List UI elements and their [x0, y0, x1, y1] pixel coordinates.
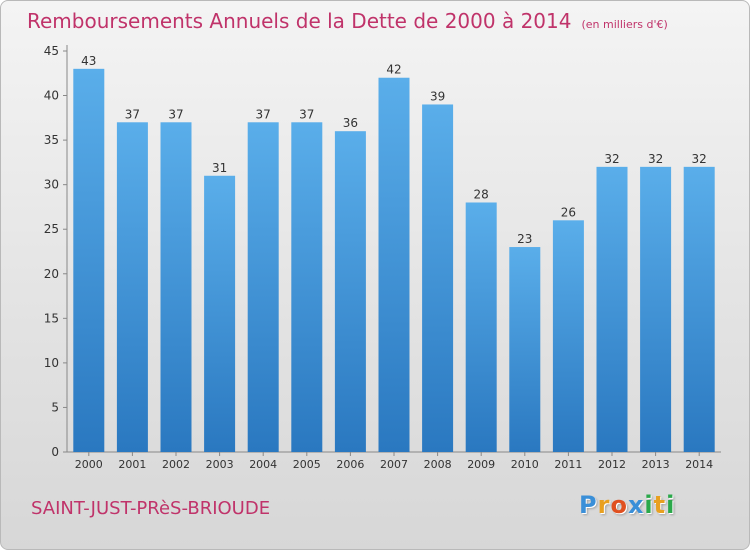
logo-letter: i: [666, 491, 676, 519]
bar: [596, 166, 628, 452]
logo-letter: P: [579, 491, 598, 519]
x-tick-label: 2007: [380, 458, 408, 471]
x-tick-label: 2012: [598, 458, 626, 471]
x-tick-label: 2009: [467, 458, 495, 471]
x-tick-label: 2014: [685, 458, 713, 471]
proxiti-logo[interactable]: Proxiti: [579, 491, 675, 519]
bar-value-label: 23: [517, 232, 532, 246]
bars: 43 37 37 31 37 37 36 42 39 28 23 26 32 32 32: [73, 54, 715, 453]
bar: [422, 104, 454, 452]
y-tick-label: 35: [44, 133, 59, 147]
axes: 0 5 10 15 20 25 30 35 40 45 2000 2001 2002 2003 2004 20…: [44, 44, 721, 471]
bar-value-label: 37: [256, 107, 271, 121]
x-tick-label: 2004: [249, 458, 277, 471]
bar-value-label: 42: [386, 63, 401, 77]
bar: [683, 166, 715, 452]
bar-value-label: 32: [648, 152, 663, 166]
y-tick-label: 45: [44, 44, 59, 58]
bar: [160, 122, 192, 453]
x-tick-label: 2000: [75, 458, 103, 471]
bar-value-label: 28: [474, 187, 489, 201]
y-tick-label: 30: [44, 178, 59, 192]
x-tick-label: 2001: [118, 458, 146, 471]
bar: [204, 175, 236, 452]
x-tick-label: 2006: [336, 458, 364, 471]
bar: [291, 122, 323, 453]
bar-value-label: 32: [604, 152, 619, 166]
bar: [509, 247, 541, 452]
bar: [247, 122, 279, 453]
y-tick-label: 10: [44, 356, 59, 370]
chart-title-text: Remboursements Annuels de la Dette de 20…: [27, 9, 572, 33]
x-tick-label: 2003: [206, 458, 234, 471]
chart-title: Remboursements Annuels de la Dette de 20…: [27, 9, 668, 33]
bar-value-label: 37: [168, 107, 183, 121]
logo-letter: t: [653, 491, 667, 519]
bar-value-label: 39: [430, 89, 445, 103]
bar: [640, 166, 672, 452]
x-tick-label: 2011: [554, 458, 582, 471]
y-tick-label: 25: [44, 222, 59, 236]
logo-letter: r: [597, 491, 611, 519]
bar: [465, 202, 497, 452]
bar-value-label: 36: [343, 116, 358, 130]
y-tick-label: 40: [44, 89, 59, 103]
commune-name: SAINT-JUST-PRèS-BRIOUDE: [31, 498, 271, 519]
bar-value-label: 26: [561, 205, 576, 219]
bar-value-label: 31: [212, 161, 227, 175]
logo-letter: o: [610, 491, 628, 519]
y-tick-label: 0: [51, 445, 59, 459]
bar-value-label: 32: [692, 152, 707, 166]
bar-value-label: 37: [299, 107, 314, 121]
x-tick-label: 2013: [642, 458, 670, 471]
bar: [334, 131, 366, 452]
chart-unit: (en milliers d'€): [581, 18, 668, 31]
y-tick-label: 5: [51, 400, 59, 414]
x-tick-label: 2008: [424, 458, 452, 471]
x-tick-label: 2010: [511, 458, 539, 471]
bar: [378, 77, 410, 452]
logo-letter: x: [627, 491, 645, 519]
bar: [116, 122, 148, 453]
logo-letter: i: [644, 491, 654, 519]
bar-value-label: 37: [125, 107, 140, 121]
bar: [73, 68, 105, 453]
y-tick-label: 15: [44, 311, 59, 325]
x-tick-label: 2005: [293, 458, 321, 471]
bar-value-label: 43: [81, 54, 96, 68]
bar: [552, 220, 584, 452]
x-tick-label: 2002: [162, 458, 190, 471]
y-tick-label: 20: [44, 267, 59, 281]
